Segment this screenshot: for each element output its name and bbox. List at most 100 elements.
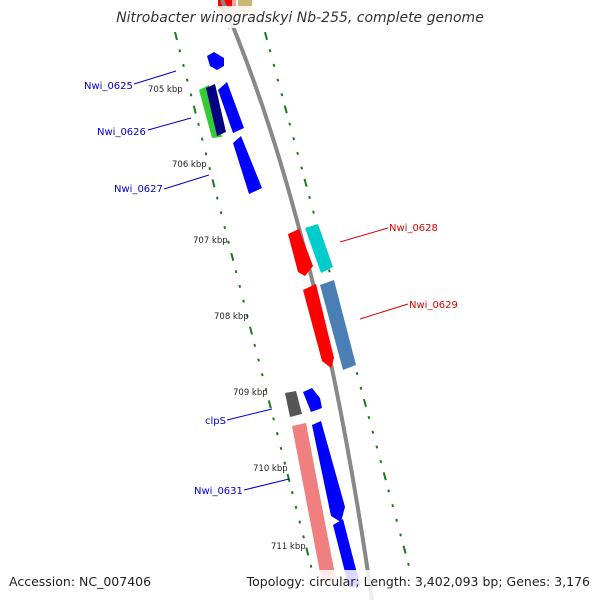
minor-tick <box>204 152 208 156</box>
major-tick <box>211 179 216 188</box>
gene-arrow-red-0628[interactable] <box>288 229 313 276</box>
tick-label: 705 kbp <box>148 85 183 95</box>
minor-tick <box>387 489 390 493</box>
major-tick <box>264 31 268 41</box>
minor-tick <box>290 491 294 495</box>
accession-text: Accession: NC_007406 <box>9 574 151 589</box>
minor-tick <box>185 78 189 82</box>
major-tick <box>283 105 288 114</box>
major-tick <box>230 252 235 262</box>
topology-summary: Topology: circular; Length: 3,402,093 bp… <box>246 574 590 589</box>
minor-tick <box>272 63 276 67</box>
tick-label: 709 kbp <box>233 388 268 398</box>
minor-tick <box>260 373 264 377</box>
minor-tick <box>355 371 359 376</box>
tick-label: 711 kbp <box>271 542 306 552</box>
minor-tick <box>197 122 200 126</box>
gene-label-nwi-0627[interactable]: Nwi_0627 <box>114 184 163 195</box>
label-leader-nwi-0625 <box>133 70 177 85</box>
minor-tick <box>182 63 185 68</box>
minor-tick <box>280 93 284 97</box>
minor-tick <box>257 358 260 362</box>
label-leader-nwi-0626 <box>147 117 192 131</box>
minor-tick <box>391 504 394 508</box>
major-tick <box>303 178 308 187</box>
title-backdrop <box>118 6 482 28</box>
minor-tick <box>288 122 292 126</box>
footer-backdrop <box>0 570 600 600</box>
minor-tick <box>300 166 303 170</box>
gene-arrow-blue-0631[interactable] <box>312 421 345 522</box>
gene-label-clps[interactable]: clpS <box>205 416 226 427</box>
minor-tick <box>242 299 245 303</box>
gene-arrow-nwi-0627[interactable] <box>233 136 262 194</box>
gene-arrow-nwi-0628[interactable] <box>305 224 333 273</box>
minor-tick <box>298 520 302 524</box>
minor-tick <box>375 445 379 449</box>
label-leader-clps <box>226 408 273 421</box>
minor-tick <box>308 195 311 200</box>
minor-tick <box>302 535 305 539</box>
minor-tick <box>379 459 383 464</box>
minor-tick <box>275 432 279 436</box>
minor-tick <box>276 78 280 82</box>
minor-tick <box>219 211 223 215</box>
tick-label: 707 kbp <box>193 236 228 246</box>
minor-tick <box>268 49 272 53</box>
gene-arrow-nwi-0631[interactable] <box>292 423 336 583</box>
major-tick <box>382 472 387 481</box>
minor-tick <box>407 562 410 566</box>
minor-tick <box>292 137 296 141</box>
major-tick <box>249 326 253 335</box>
minor-tick <box>312 210 315 214</box>
major-tick <box>192 105 197 114</box>
map-title: Nitrobacter winogradskyi Nb-255, complet… <box>116 10 484 26</box>
gene-arrow-nwi-0626[interactable] <box>206 84 226 136</box>
gene-arrow-nwi-0625[interactable] <box>207 52 224 70</box>
gene-label-nwi-0625[interactable]: Nwi_0625 <box>84 81 133 92</box>
label-leader-nwi-0627 <box>163 174 210 190</box>
gene-label-nwi-0631[interactable]: Nwi_0631 <box>194 486 243 497</box>
minor-tick <box>272 417 275 421</box>
label-leader-nwi-0628 <box>339 227 389 243</box>
tick-label: 708 kbp <box>214 312 249 322</box>
major-tick <box>305 547 310 556</box>
minor-tick <box>294 505 298 509</box>
label-leader-nwi-0631 <box>243 478 290 491</box>
inner-tick-ring <box>174 31 313 568</box>
label-leader-nwi-0629 <box>359 303 409 320</box>
gene-label-nwi-0628[interactable]: Nwi_0628 <box>389 223 438 234</box>
minor-tick <box>371 430 375 434</box>
tick-label: 710 kbp <box>253 464 288 474</box>
gene-arrow-red-0629[interactable] <box>303 284 334 368</box>
minor-tick <box>227 240 230 244</box>
minor-tick <box>264 387 268 392</box>
major-tick <box>267 400 272 409</box>
gene-label-nwi-0629[interactable]: Nwi_0629 <box>409 300 458 311</box>
minor-tick <box>367 415 371 420</box>
gene-arrow-nwi-0626b[interactable] <box>218 82 244 133</box>
minor-tick <box>189 93 193 97</box>
minor-tick <box>215 196 219 200</box>
minor-tick <box>208 166 212 171</box>
minor-tick <box>279 446 283 451</box>
gene-arrow-clps-b[interactable] <box>303 388 322 412</box>
minor-tick <box>238 284 242 289</box>
tick-label: 706 kbp <box>172 160 207 170</box>
gene-label-nwi-0626[interactable]: Nwi_0626 <box>97 127 146 138</box>
minor-tick <box>309 564 313 568</box>
gene-arrow-clps[interactable] <box>285 391 302 417</box>
minor-tick <box>223 225 227 230</box>
minor-tick <box>245 314 249 318</box>
minor-tick <box>296 151 299 156</box>
minor-tick <box>178 49 182 53</box>
minor-tick <box>359 386 363 390</box>
minor-tick <box>395 518 398 522</box>
major-tick <box>362 398 367 408</box>
gene-arrow-nwi-0629[interactable] <box>320 280 356 370</box>
minor-tick <box>399 533 402 537</box>
minor-tick <box>328 269 331 273</box>
minor-tick <box>200 137 204 141</box>
major-tick <box>174 31 178 41</box>
